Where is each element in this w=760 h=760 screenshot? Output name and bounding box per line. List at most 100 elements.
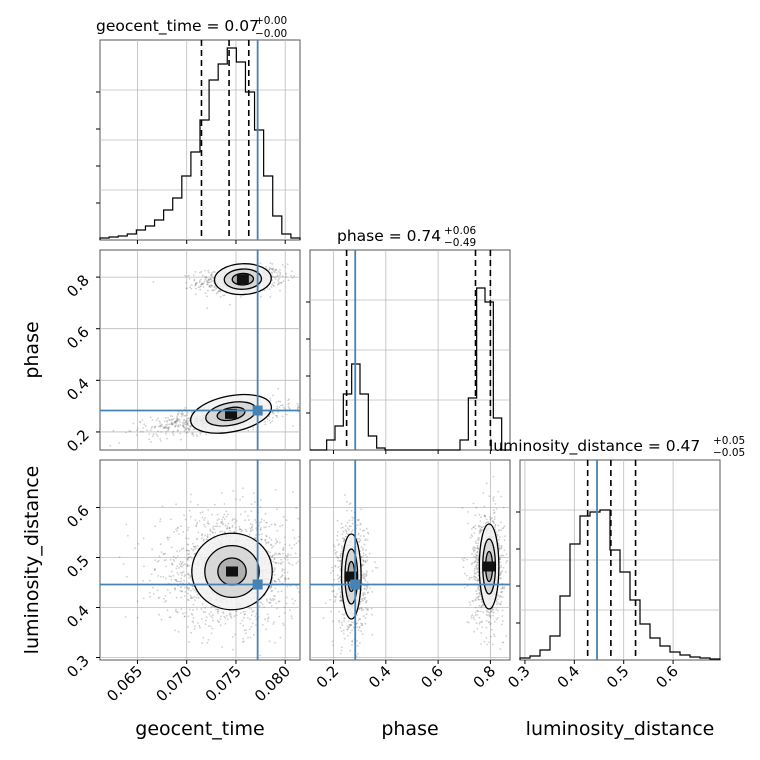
sample-point — [177, 430, 179, 432]
sample-point — [499, 648, 502, 650]
sample-point — [348, 525, 351, 528]
sample-point — [480, 598, 483, 601]
sample-point — [276, 508, 278, 511]
sample-point — [171, 423, 174, 426]
sample-point — [278, 552, 281, 555]
sample-point — [202, 539, 205, 542]
sample-point — [332, 644, 335, 647]
sample-point — [482, 603, 484, 606]
sample-point — [206, 522, 209, 525]
sample-point — [493, 516, 496, 518]
sample-point — [151, 419, 154, 421]
sample-point — [339, 568, 342, 571]
sample-point — [176, 418, 178, 421]
sample-point — [473, 555, 475, 558]
sample-point — [208, 285, 211, 288]
sample-point — [249, 618, 252, 621]
sample-point — [358, 607, 361, 610]
sample-point — [479, 520, 482, 522]
sample-point — [201, 511, 204, 513]
sample-point — [358, 608, 361, 610]
sample-point — [277, 578, 280, 580]
sample-point — [193, 546, 196, 548]
sample-point — [171, 562, 173, 565]
sample-point — [168, 575, 171, 577]
sample-point — [340, 527, 343, 529]
sample-point — [207, 278, 210, 281]
sample-point — [244, 610, 247, 613]
sample-point — [483, 515, 486, 517]
sample-point — [229, 303, 231, 306]
sample-point — [259, 522, 261, 524]
sample-point — [361, 556, 363, 558]
sample-point — [190, 597, 193, 600]
sample-point — [365, 538, 367, 540]
sample-point — [269, 601, 272, 604]
sample-point — [180, 577, 183, 580]
sample-point — [191, 620, 194, 623]
sample-point — [183, 429, 186, 432]
sample-point — [357, 518, 359, 521]
sample-point — [184, 591, 187, 593]
sample-point — [488, 621, 491, 623]
sample-point — [241, 496, 244, 498]
sample-point — [330, 610, 332, 613]
sample-point — [148, 438, 151, 441]
sample-point — [339, 562, 342, 565]
sample-point — [292, 602, 295, 605]
sample-point — [274, 587, 277, 590]
sample-point — [268, 269, 271, 271]
sample-point — [333, 546, 336, 548]
sample-point — [179, 580, 181, 583]
sample-point — [239, 612, 242, 614]
sample-point — [187, 417, 189, 420]
sample-point — [206, 641, 209, 644]
sample-point — [340, 649, 343, 652]
sample-point — [215, 608, 217, 611]
sample-point — [173, 531, 176, 533]
sample-point — [175, 611, 178, 613]
sample-point — [356, 645, 359, 647]
sample-point — [480, 621, 483, 623]
y-axis-label-phase: phase — [21, 321, 43, 378]
sample-point — [477, 598, 480, 601]
sample-point — [207, 509, 210, 511]
sample-point — [283, 571, 286, 574]
sample-point — [223, 513, 226, 516]
sample-point — [287, 554, 289, 557]
sample-point — [235, 609, 238, 612]
sample-point — [271, 263, 274, 265]
sample-point — [270, 285, 273, 288]
sample-point — [166, 419, 168, 422]
sample-point — [183, 426, 186, 428]
sample-point — [142, 427, 145, 429]
sample-point — [167, 427, 170, 430]
sample-point — [157, 430, 159, 432]
sample-point — [203, 519, 205, 521]
sample-point — [357, 532, 360, 535]
sample-point — [367, 609, 369, 612]
sample-point — [485, 619, 488, 622]
sample-point — [196, 282, 198, 284]
sample-point — [482, 492, 485, 494]
panel-phase-vs-geocent-time — [99, 249, 301, 451]
sample-point — [222, 294, 225, 297]
sample-point — [253, 501, 256, 503]
sample-point — [188, 419, 191, 421]
sample-point — [506, 559, 508, 562]
sample-point — [271, 268, 273, 271]
sample-point — [212, 280, 214, 283]
sample-point — [274, 580, 276, 583]
sample-point — [229, 615, 232, 618]
sample-point — [181, 590, 184, 593]
sample-point — [269, 296, 272, 298]
sample-point — [199, 286, 201, 288]
sample-point — [179, 432, 182, 435]
sample-point — [250, 608, 253, 611]
sample-point — [219, 290, 222, 293]
sample-point — [176, 550, 179, 553]
sample-point — [358, 626, 361, 629]
panel-ld-vs-geocent-time — [99, 459, 301, 661]
sample-point — [185, 549, 188, 552]
sample-point — [171, 563, 174, 565]
